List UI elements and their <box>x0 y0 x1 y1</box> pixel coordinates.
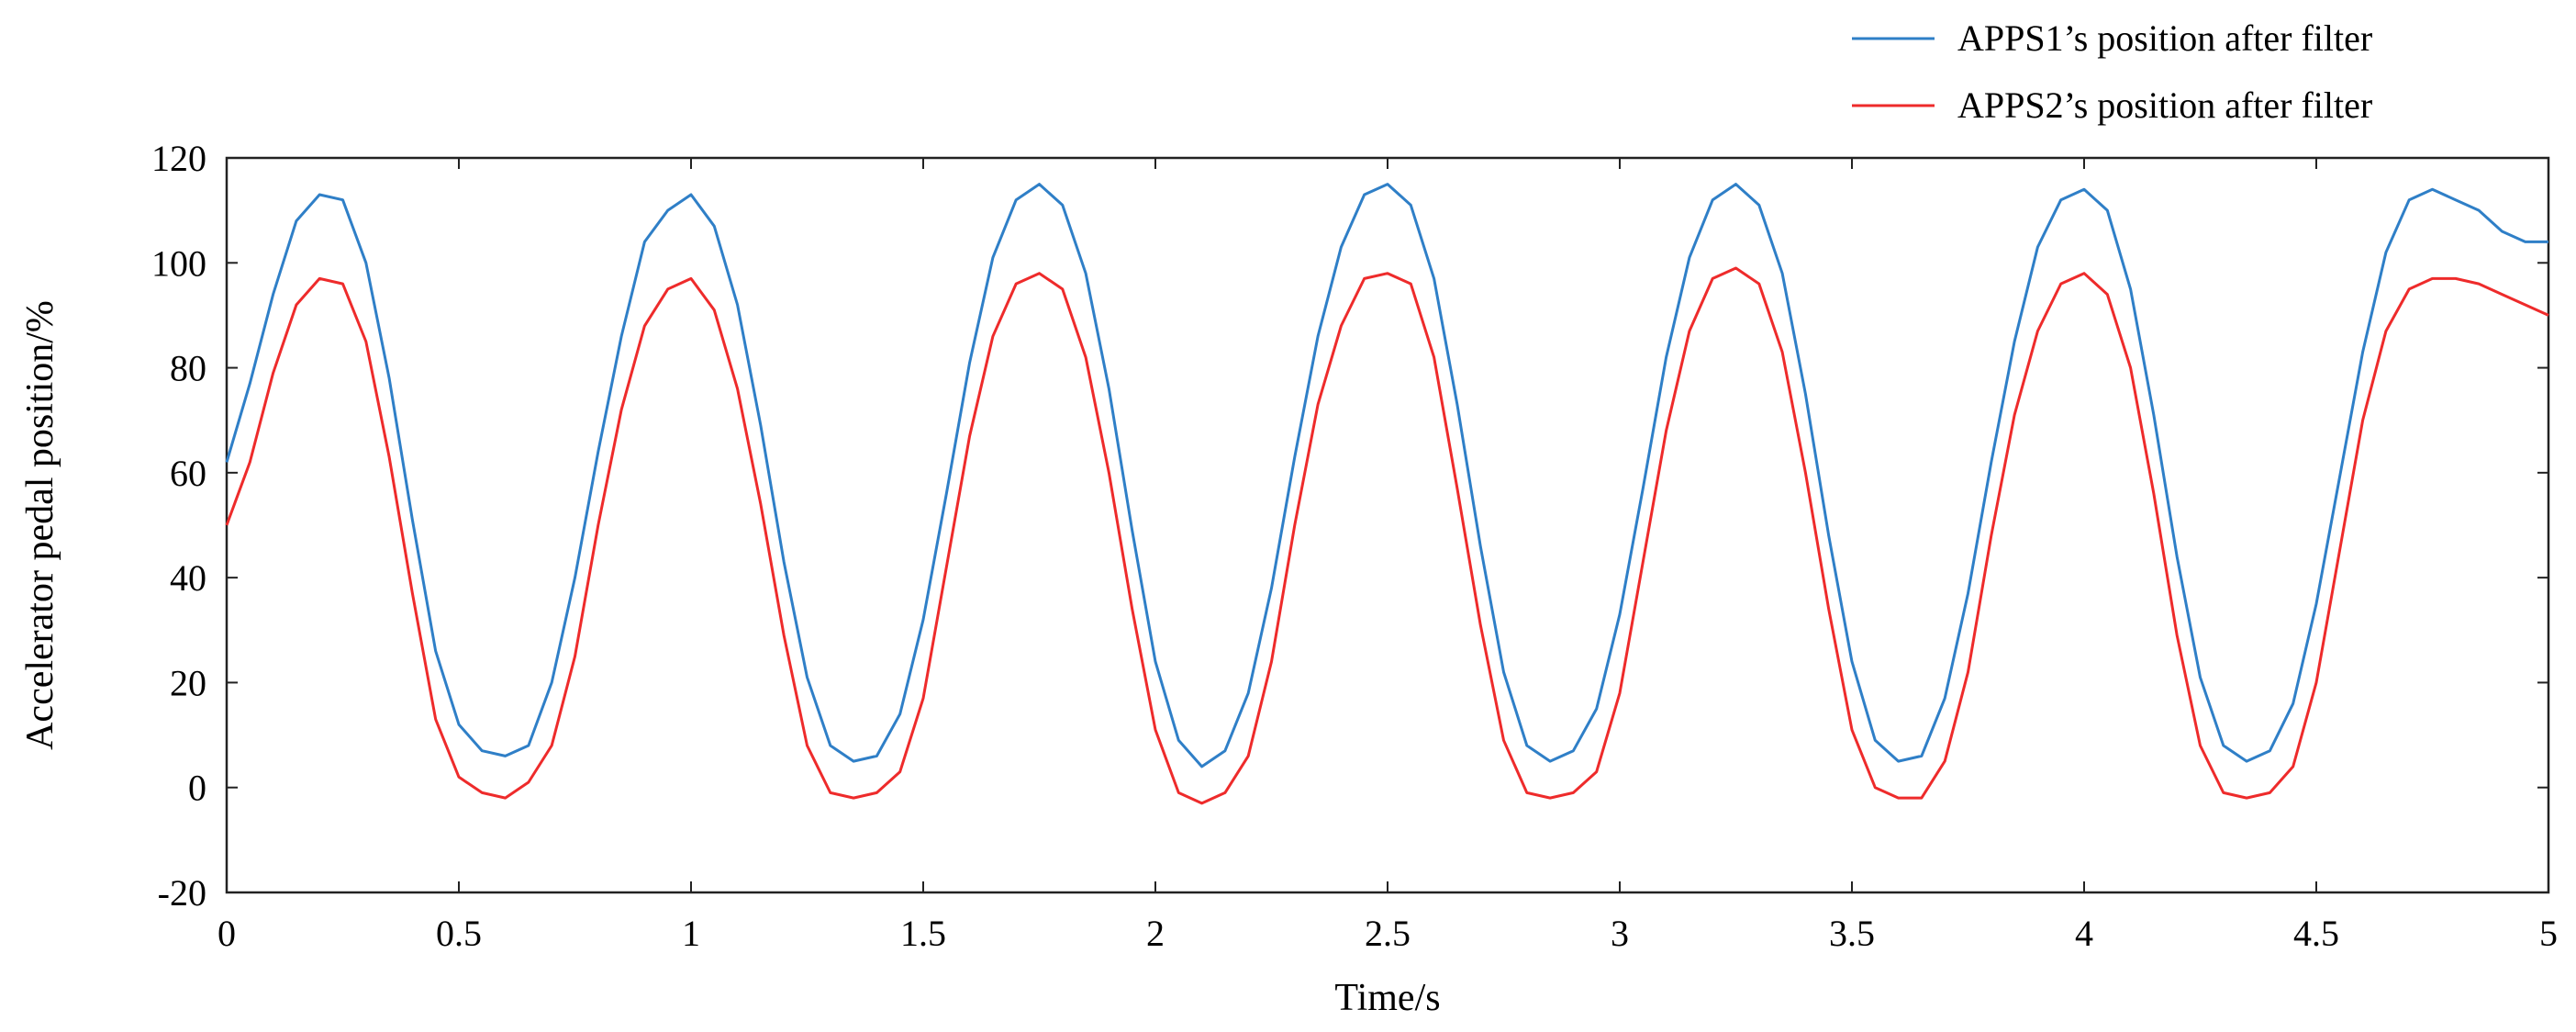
y-tick-label: -20 <box>158 872 206 914</box>
plot-frame <box>225 156 2550 894</box>
series-lines <box>225 183 2549 805</box>
y-tick-label: 40 <box>170 557 206 599</box>
axis-ticks <box>226 157 2549 893</box>
x-tick-label: 3 <box>1611 913 1629 954</box>
x-tick-label: 5 <box>2539 913 2558 954</box>
x-axis-label: Time/s <box>1334 977 1440 1019</box>
y-tick-label: 100 <box>151 242 206 284</box>
x-tick-label: 1 <box>682 913 700 954</box>
x-tick-label: 2 <box>1146 913 1165 954</box>
x-tick-label: 4 <box>2075 913 2093 954</box>
legend: APPS1’s position after filter APPS2’s po… <box>1852 17 2372 126</box>
y-tick-label: 0 <box>188 768 206 809</box>
x-tick-label: 0 <box>217 913 236 954</box>
x-tick-label: 2.5 <box>1365 913 1411 954</box>
y-tick-label: 20 <box>170 662 206 703</box>
y-tick-label: 80 <box>170 348 206 389</box>
legend-label-apps1: APPS1’s position after filter <box>1957 17 2372 59</box>
y-tick-label: 120 <box>151 138 206 179</box>
series-line-apps2 <box>225 266 2549 805</box>
x-tick-label: 1.5 <box>900 913 946 954</box>
series-line-apps1 <box>225 183 2548 768</box>
x-tick-label: 0.5 <box>436 913 482 954</box>
x-tick-label: 3.5 <box>1829 913 1875 954</box>
y-tick-label: 60 <box>170 453 206 494</box>
axis-tick-labels: 0 0.5 1 1.5 2 2.5 3 3.5 4 4.5 5 -20 0 20 40 60 80 100 120 <box>151 138 2558 954</box>
y-axis-label: Accelerator pedal position/% <box>19 300 61 750</box>
x-tick-label: 4.5 <box>2293 913 2339 954</box>
legend-label-apps2: APPS2’s position after filter <box>1957 84 2372 126</box>
